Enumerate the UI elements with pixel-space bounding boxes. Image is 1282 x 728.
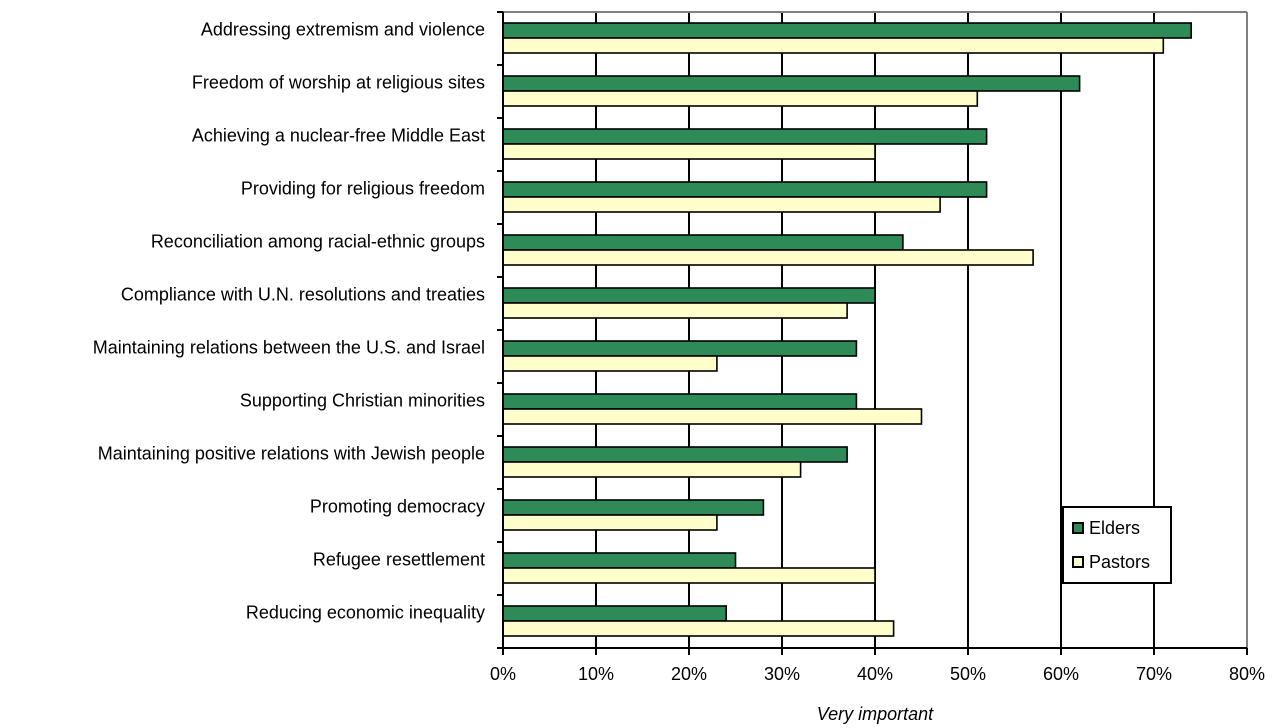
legend-swatch-elders [1072,522,1084,534]
x-tick-label: 70% [1136,664,1172,684]
bar-elders-5 [502,234,904,251]
x-tick-labels: 0% 10% 20% 30% 40% 50% 60% 70% 80% [490,664,1265,684]
bar-pastors-5 [502,249,1034,266]
legend: Elders Pastors [1062,506,1172,584]
category-label: Supporting Christian minorities [240,391,485,411]
x-tick-label: 80% [1229,664,1265,684]
bar-pastors-4 [502,196,941,213]
legend-box [1062,506,1172,584]
category-label: Achieving a nuclear-free Middle East [192,126,485,146]
x-tick-label: 30% [764,664,800,684]
bar-pastors-10 [502,514,718,531]
bar-elders-2 [502,75,1081,92]
category-label: Freedom of worship at religious sites [192,73,485,93]
category-label: Reconciliation among racial-ethnic group… [151,232,485,252]
bar-pastors-11 [502,567,876,584]
category-label: Maintaining relations between the U.S. a… [93,338,485,358]
x-tick-label: 20% [671,664,707,684]
category-labels: Addressing extremism and violence Freedom… [93,20,485,623]
bar-pastors-6 [502,302,848,319]
bars [502,22,1193,637]
bar-elders-3 [502,128,988,145]
category-label: Reducing economic inequality [246,603,485,623]
category-label: Addressing extremism and violence [201,20,485,40]
bar-elders-10 [502,499,765,516]
gridlines [595,12,1155,648]
bar-elders-8 [502,393,858,410]
bar-pastors-2 [502,90,979,107]
bar-elders-12 [502,605,727,622]
bar-elders-7 [502,340,858,357]
category-label: Refugee resettlement [313,550,485,570]
bar-elders-11 [502,552,737,569]
legend-label-pastors: Pastors [1089,552,1150,572]
x-tick-label: 10% [578,664,614,684]
legend-label-elders: Elders [1089,518,1140,538]
bar-elders-6 [502,287,876,304]
bar-pastors-12 [502,620,895,637]
bar-pastors-3 [502,143,876,160]
axes [497,11,1248,655]
x-tick-label: 50% [950,664,986,684]
bar-pastors-8 [502,408,923,425]
bar-pastors-9 [502,461,802,478]
category-label: Promoting democracy [310,497,485,517]
x-tick-label: 60% [1043,664,1079,684]
category-label: Compliance with U.N. resolutions and tre… [121,285,485,305]
x-tick-label: 0% [490,664,516,684]
bar-elders-4 [502,181,988,198]
bar-elders-1 [502,22,1193,39]
category-label: Maintaining positive relations with Jewi… [98,444,485,464]
x-axis-title: Very important [817,704,934,724]
bar-elders-9 [502,446,848,463]
bar-pastors-7 [502,355,718,372]
category-label: Providing for religious freedom [241,179,485,199]
bar-pastors-1 [502,37,1165,54]
legend-swatch-pastors [1072,556,1084,568]
x-tick-label: 40% [857,664,893,684]
